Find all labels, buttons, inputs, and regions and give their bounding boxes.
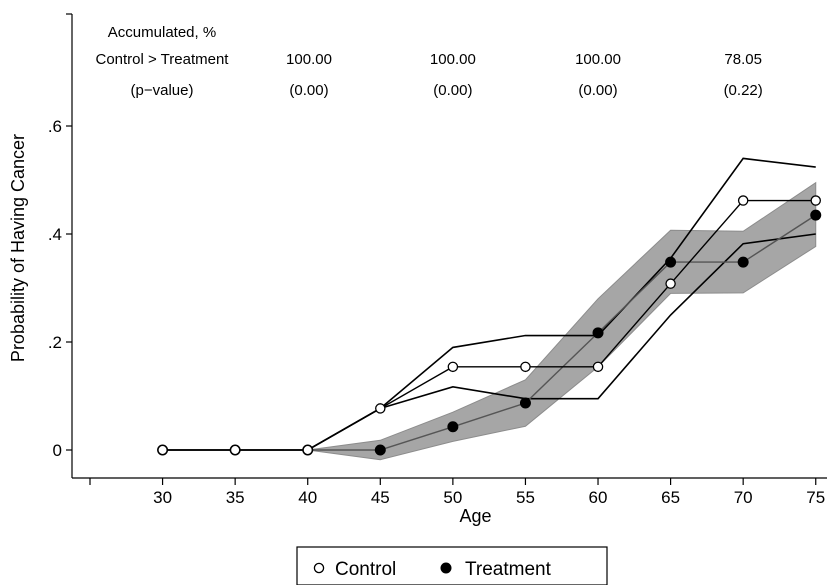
legend-control-label: Control [335,559,396,580]
y-tick-label: .6 [48,117,62,136]
annotation-header-line: (p−value) [131,82,194,99]
control-point [520,361,531,373]
y-axis-title: Probability of Having Cancer [8,134,28,362]
legend-treatment-marker [440,562,452,574]
annotation-header-line: Control > Treatment [96,51,230,68]
annotation-percent: 100.00 [575,51,621,68]
control-point [229,444,241,456]
control-point [810,195,821,206]
x-tick-label: 30 [153,488,172,507]
x-tick-label: 40 [298,488,317,507]
treatment-point [665,256,677,268]
annotation-percent: 100.00 [430,51,476,68]
treatment-ci-band [162,181,817,461]
x-axis-title: Age [459,506,491,526]
treatment-point [447,421,459,433]
x-tick-label: 50 [443,488,462,507]
annotation-header-line: Accumulated, % [108,24,216,41]
treatment-point [519,397,531,409]
x-tick-label: 65 [661,488,680,507]
treatment-point [374,444,386,456]
y-tick-label: .2 [48,333,62,352]
x-tick-label: 45 [371,488,390,507]
control-point [447,361,459,373]
x-tick-label: 75 [806,488,825,507]
control-point [157,444,168,456]
y-tick-label: .4 [48,225,62,244]
legend-control-marker [313,562,325,574]
annotation-pvalue: (0.00) [289,82,328,99]
y-tick-label: 0 [53,441,62,460]
legend-treatment-label: Treatment [465,559,552,580]
control-point [665,278,676,289]
annotation-pvalue: (0.00) [578,82,617,99]
control-point [302,444,313,456]
control-point [375,403,386,414]
x-tick-label: 60 [589,488,608,507]
control-point [737,195,749,206]
x-tick-label: 55 [516,488,535,507]
treatment-point [737,256,749,268]
annotation-percent: 100.00 [286,51,332,68]
control-line [162,199,816,451]
annotation-pvalue: (0.00) [433,82,472,99]
annotation-pvalue: (0.22) [724,82,763,99]
annotation-percent: 78.05 [724,51,762,68]
control-point [592,361,604,373]
treatment-point [810,209,822,221]
treatment-point [592,327,604,339]
x-tick-label: 70 [734,488,753,507]
legend-box [296,546,608,585]
x-tick-label: 35 [226,488,245,507]
